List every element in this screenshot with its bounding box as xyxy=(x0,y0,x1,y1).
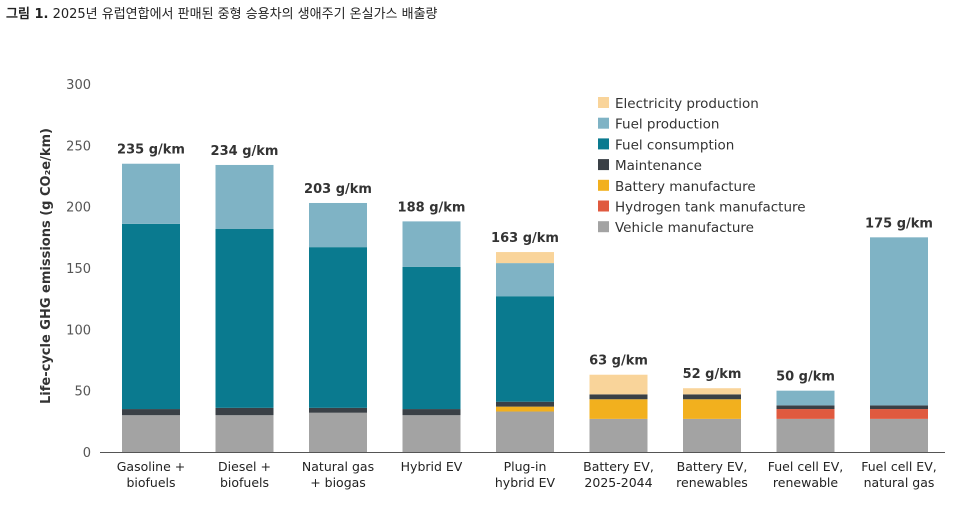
x-category-label: + biogas xyxy=(310,475,366,490)
bar-segment xyxy=(496,263,554,297)
bar-segment xyxy=(309,407,367,413)
figure-caption: 2025년 유럽연합에서 판매된 중형 승용차의 생애주기 온실가스 배출량 xyxy=(52,7,438,22)
y-axis-label: Life-cycle GHG emissions (g CO₂e/km) xyxy=(39,128,54,404)
y-tick-label: 50 xyxy=(74,385,91,400)
legend-swatch xyxy=(598,159,609,171)
legend-label: Vehicle manufacture xyxy=(615,220,754,236)
legend-swatch xyxy=(598,200,609,212)
x-category-label: Fuel cell EV, xyxy=(861,459,936,474)
legend-label: Maintenance xyxy=(615,158,702,174)
bar-segment xyxy=(776,418,835,452)
bar-segment xyxy=(402,415,461,452)
bar-segment xyxy=(589,418,648,452)
y-tick-label: 300 xyxy=(66,78,91,93)
x-category-label: Battery EV, xyxy=(677,459,748,474)
bar-total-label: 188 g/km xyxy=(398,200,466,215)
legend-swatch xyxy=(598,117,609,129)
legend-label: Electricity production xyxy=(615,96,759,112)
bar-total-label: 175 g/km xyxy=(865,216,933,231)
bar-segment xyxy=(496,406,554,412)
legend-label: Battery manufacture xyxy=(615,179,756,195)
bar-total-label: 234 g/km xyxy=(211,144,279,159)
x-category-label: biofuels xyxy=(126,475,175,490)
bar-segment xyxy=(776,409,835,419)
x-category-label: Hybrid EV xyxy=(401,459,463,474)
bar-segment xyxy=(402,409,461,416)
bar-segment xyxy=(309,202,367,248)
x-category-label: biofuels xyxy=(220,475,269,490)
bar-segment xyxy=(776,390,835,406)
x-category-label: natural gas xyxy=(864,475,935,490)
y-tick-label: 0 xyxy=(83,446,91,461)
bar-total-label: 50 g/km xyxy=(776,370,835,385)
bar-segment xyxy=(589,374,648,395)
bar-segment xyxy=(402,221,461,267)
x-category-label: Gasoline + xyxy=(117,459,186,474)
figure-title: 그림 1. 2025년 유럽연합에서 판매된 중형 승용차의 생애주기 온실가스… xyxy=(6,3,438,22)
bar-total-label: 203 g/km xyxy=(304,182,372,197)
bar-segment xyxy=(776,405,835,410)
bar-segment xyxy=(589,394,648,400)
bar-segment xyxy=(870,237,928,406)
legend-swatch xyxy=(598,179,609,191)
legend-swatch xyxy=(598,138,609,150)
bar-segment xyxy=(215,164,274,229)
bar-segment xyxy=(589,399,648,419)
bar-segment xyxy=(683,388,741,395)
y-tick-label: 200 xyxy=(66,201,91,216)
bar-total-label: 52 g/km xyxy=(683,367,742,382)
bar-segment xyxy=(215,228,274,408)
y-tick-label: 150 xyxy=(66,262,91,277)
bar-segment xyxy=(870,418,928,452)
bar-total-label: 235 g/km xyxy=(117,143,185,158)
bar-segment xyxy=(496,252,554,264)
legend-label: Hydrogen tank manufacture xyxy=(615,200,806,216)
x-category-label: renewables xyxy=(676,475,748,490)
legend-swatch xyxy=(598,97,609,108)
x-category-label: Plug-in xyxy=(504,459,547,474)
x-category-label: Fuel cell EV, xyxy=(768,459,843,474)
bar-segment xyxy=(122,415,180,452)
bar-total-label: 63 g/km xyxy=(589,354,648,369)
bar-segment xyxy=(870,409,928,419)
bar-segment xyxy=(683,394,741,400)
bar-segment xyxy=(496,401,554,407)
x-category-label: Battery EV, xyxy=(583,459,654,474)
bar-segment xyxy=(870,405,928,410)
bar-segment xyxy=(496,296,554,402)
bar-segment xyxy=(215,415,274,452)
bar-segment xyxy=(683,399,741,419)
bar-segment xyxy=(122,163,180,224)
bar-segment xyxy=(122,223,180,410)
bar-segment xyxy=(309,412,367,452)
figure-label: 그림 1. xyxy=(6,7,49,22)
legend-label: Fuel production xyxy=(615,117,719,133)
bar-segment xyxy=(309,247,367,408)
bar-total-label: 163 g/km xyxy=(491,231,559,246)
x-category-label: 2025-2044 xyxy=(584,475,652,490)
x-category-label: renewable xyxy=(773,475,838,490)
x-category-label: Natural gas xyxy=(302,459,374,474)
bar-segment xyxy=(496,411,554,452)
bar-segment xyxy=(122,409,180,416)
x-category-label: Diesel + xyxy=(218,459,271,474)
bar-segment xyxy=(402,266,461,410)
y-tick-label: 100 xyxy=(66,323,91,338)
legend-swatch xyxy=(598,221,609,233)
bar-segment xyxy=(683,418,741,452)
x-category-label: hybrid EV xyxy=(495,475,556,490)
legend-label: Fuel consumption xyxy=(615,137,734,153)
bar-segment xyxy=(215,407,274,416)
y-tick-label: 250 xyxy=(66,139,91,154)
